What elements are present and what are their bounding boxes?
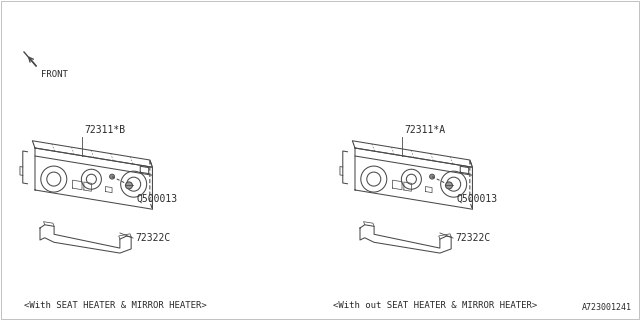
Text: 72311*B: 72311*B bbox=[84, 125, 125, 135]
Text: 72322C: 72322C bbox=[135, 233, 170, 243]
Text: FRONT: FRONT bbox=[41, 70, 68, 79]
Text: <With SEAT HEATER & MIRROR HEATER>: <With SEAT HEATER & MIRROR HEATER> bbox=[24, 300, 206, 309]
Circle shape bbox=[125, 182, 132, 189]
Text: 72322C: 72322C bbox=[455, 233, 490, 243]
Text: 72311*A: 72311*A bbox=[404, 125, 445, 135]
Text: A723001241: A723001241 bbox=[582, 303, 632, 312]
Circle shape bbox=[109, 174, 115, 179]
Circle shape bbox=[429, 174, 435, 179]
Text: Q500013: Q500013 bbox=[457, 193, 498, 204]
Text: Q500013: Q500013 bbox=[137, 193, 178, 204]
Text: <With out SEAT HEATER & MIRROR HEATER>: <With out SEAT HEATER & MIRROR HEATER> bbox=[333, 300, 537, 309]
Circle shape bbox=[445, 182, 452, 189]
